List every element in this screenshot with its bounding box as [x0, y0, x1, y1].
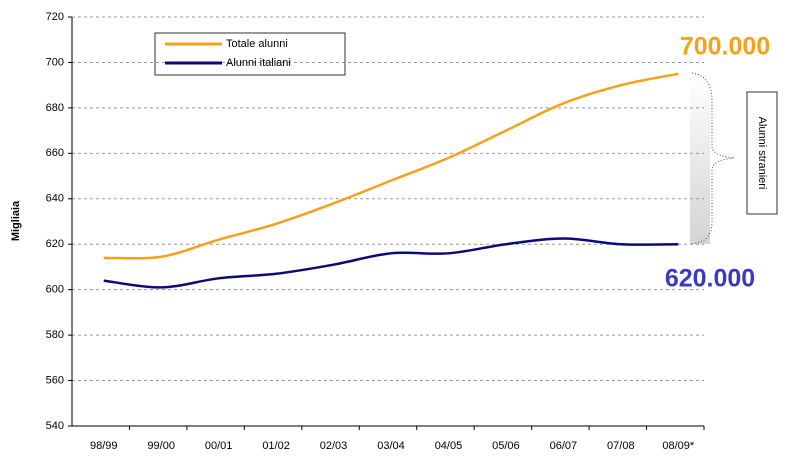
- y-tick-label: 720: [46, 11, 64, 23]
- legend-label: Alunni italiani: [226, 57, 291, 69]
- series-line: [103, 72, 679, 260]
- side-box: [746, 91, 778, 215]
- gap-band: [690, 73, 710, 244]
- series-line: [103, 237, 679, 289]
- x-tick-label: 00/01: [205, 440, 233, 452]
- y-tick-label: 660: [46, 147, 64, 159]
- x-tick-label: 02/03: [320, 440, 348, 452]
- x-tick-label: 08/09*: [662, 440, 695, 452]
- top-annotation: 700.000: [680, 33, 770, 61]
- x-tick-label: 05/06: [492, 440, 520, 452]
- x-tick-label: 01/02: [262, 440, 290, 452]
- legend-label: Totale alunni: [226, 38, 288, 50]
- y-tick-label: 540: [46, 420, 64, 432]
- y-tick-label: 560: [46, 374, 64, 386]
- x-tick-label: 07/08: [607, 440, 635, 452]
- x-tick-label: 04/05: [435, 440, 463, 452]
- y-tick-label: 620: [46, 238, 64, 250]
- legend: [154, 32, 346, 76]
- y-axis-label: Migliaia: [10, 200, 22, 241]
- x-tick-label: 03/04: [377, 440, 405, 452]
- x-tick-label: 06/07: [550, 440, 578, 452]
- y-tick-label: 640: [46, 193, 64, 205]
- y-tick-label: 700: [46, 56, 64, 68]
- y-tick-label: 600: [46, 284, 64, 296]
- brace: [691, 72, 735, 245]
- x-tick-label: 99/00: [147, 440, 175, 452]
- y-tick-label: 580: [46, 329, 64, 341]
- side-annotation: Alunni stranieri: [756, 117, 768, 190]
- bottom-annotation: 620.000: [665, 265, 755, 293]
- y-tick-label: 680: [46, 102, 64, 114]
- x-tick-label: 98/99: [90, 440, 118, 452]
